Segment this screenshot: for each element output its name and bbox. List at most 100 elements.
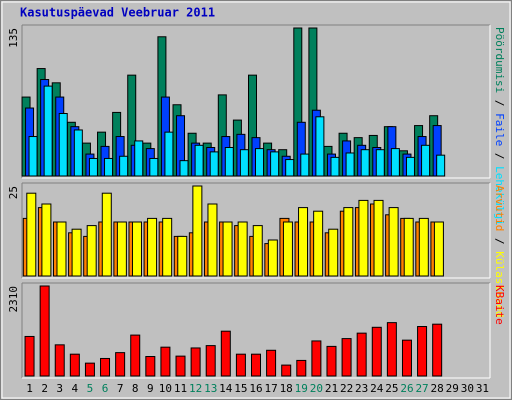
- x-tick-label: 21: [325, 382, 338, 395]
- bar: [386, 322, 397, 377]
- bar: [328, 228, 339, 277]
- x-tick-label: 27: [415, 382, 428, 395]
- bar: [267, 239, 278, 277]
- x-tick-label: 8: [132, 382, 139, 395]
- x-tick-label: 24: [370, 382, 384, 395]
- legend-entry: Pöördumisi: [493, 27, 506, 93]
- bar: [209, 151, 219, 177]
- bar: [56, 221, 67, 277]
- bar: [147, 217, 158, 277]
- bar: [239, 149, 249, 177]
- bar: [405, 156, 415, 177]
- bar: [421, 144, 431, 177]
- legend-separator: /: [493, 146, 506, 166]
- bar: [205, 345, 216, 377]
- bar: [222, 221, 233, 277]
- y-tick-label: 25: [7, 186, 20, 199]
- bar: [251, 353, 261, 377]
- x-tick-label: 17: [264, 382, 277, 395]
- legend-entry: Arvutid: [493, 185, 506, 231]
- bar: [358, 199, 369, 277]
- x-tick-label: 6: [102, 382, 109, 395]
- bar: [179, 160, 189, 177]
- bar: [237, 221, 248, 277]
- bar: [160, 346, 171, 377]
- x-tick-label: 9: [147, 382, 154, 395]
- bar: [220, 330, 231, 377]
- bar: [177, 235, 188, 277]
- bar: [149, 157, 159, 177]
- bar: [390, 148, 400, 177]
- bar: [311, 340, 322, 377]
- x-tick-label: 5: [87, 382, 94, 395]
- bar: [401, 339, 412, 377]
- x-tick-label: 10: [159, 382, 172, 395]
- bar: [341, 338, 352, 377]
- x-tick-label: 15: [234, 382, 247, 395]
- bar: [235, 353, 246, 377]
- bar: [255, 148, 264, 177]
- bar: [192, 185, 203, 277]
- legend-entry: Faile: [493, 113, 506, 146]
- legend-entry: Külastused: [493, 251, 506, 317]
- y-tick-label: 2310: [7, 286, 20, 313]
- bar: [252, 225, 263, 277]
- x-tick-label: 28: [431, 382, 444, 395]
- legend: Arvutid / Külastused: [493, 185, 506, 317]
- bar: [371, 326, 382, 377]
- bar: [224, 146, 234, 177]
- bar: [41, 203, 52, 277]
- x-tick-label: 22: [340, 382, 353, 395]
- bar: [436, 154, 446, 177]
- bar: [130, 334, 141, 377]
- chart-title: Kasutuspäevad Veebruar 2011: [20, 6, 215, 20]
- bar: [285, 159, 295, 177]
- x-tick-label: 7: [117, 382, 124, 395]
- bar: [356, 332, 367, 377]
- bar: [282, 221, 293, 277]
- x-tick-label: 12: [189, 382, 202, 395]
- x-tick-label: 11: [174, 382, 187, 395]
- bar: [119, 155, 129, 177]
- bar: [207, 203, 218, 277]
- bar: [175, 355, 186, 377]
- bar: [388, 207, 399, 277]
- x-tick-label: 14: [219, 382, 233, 395]
- bar: [58, 113, 68, 177]
- x-tick-label: 23: [355, 382, 368, 395]
- x-tick-label: 18: [280, 382, 293, 395]
- bar: [69, 353, 80, 377]
- bar: [432, 323, 443, 377]
- bar: [315, 116, 325, 177]
- bar: [190, 347, 201, 377]
- bar: [164, 131, 174, 177]
- bar: [39, 285, 50, 377]
- legend-entry: Lehekülgi: [493, 166, 506, 226]
- bar: [343, 207, 354, 277]
- bar: [300, 153, 310, 177]
- bar: [270, 151, 280, 177]
- y-tick-label: 135: [7, 28, 20, 48]
- x-tick-label: 13: [204, 382, 217, 395]
- x-tick-label: 3: [56, 382, 63, 395]
- bar: [73, 129, 83, 177]
- x-tick-label: 1: [26, 382, 33, 395]
- bar: [134, 140, 144, 177]
- bar: [433, 221, 444, 277]
- bar: [101, 192, 112, 277]
- bar: [54, 344, 65, 377]
- bar: [100, 357, 111, 377]
- x-tick-label: 31: [476, 382, 489, 395]
- x-tick-label: 26: [400, 382, 413, 395]
- bar: [43, 85, 53, 177]
- x-tick-label: 20: [310, 382, 323, 395]
- legend-separator: /: [493, 93, 506, 113]
- bar: [330, 156, 340, 177]
- x-tick-label: 4: [72, 382, 79, 395]
- bar: [86, 225, 97, 277]
- bar: [298, 207, 309, 277]
- x-tick-label: 19: [295, 382, 308, 395]
